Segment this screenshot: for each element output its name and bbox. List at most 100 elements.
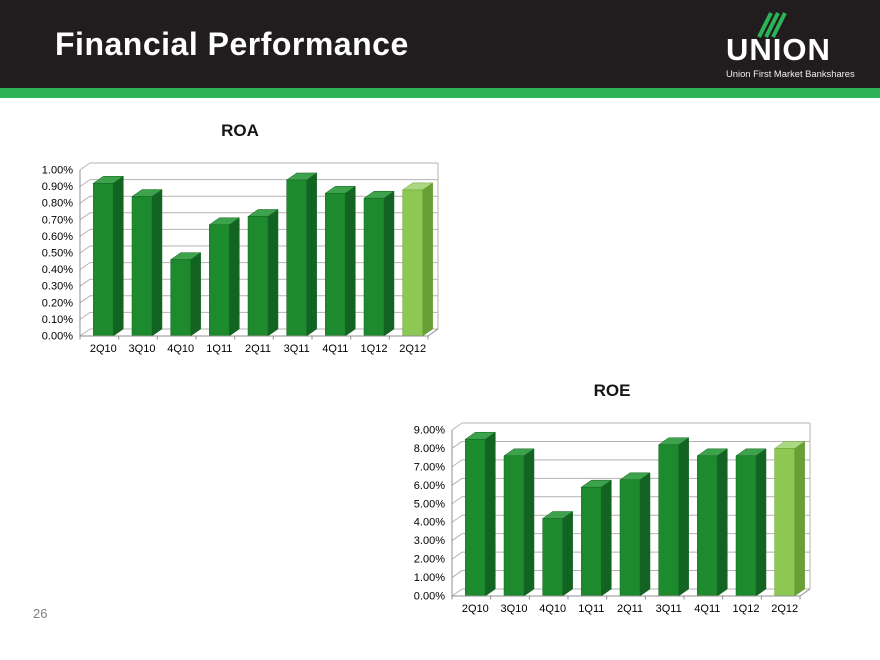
x-axis-category-label: 3Q11 — [284, 343, 310, 355]
bar-front-face — [247, 216, 269, 337]
bar-3Q11 — [285, 172, 318, 337]
bar-side-face — [601, 479, 612, 597]
bar-1Q11 — [580, 479, 613, 597]
x-axis-category-label: 3Q11 — [656, 603, 682, 615]
bar-side-face — [151, 189, 163, 337]
x-axis-category-label: 1Q12 — [361, 343, 388, 355]
y-axis-tick-label: 0.50% — [42, 248, 73, 260]
gridline-connector — [79, 195, 91, 204]
bar-front-face — [735, 455, 757, 597]
bar-1Q12 — [363, 190, 395, 337]
bar-front-face — [658, 444, 679, 597]
bar-front-face — [286, 179, 307, 337]
gridline-connector — [79, 328, 91, 337]
y-axis-tick-label: 3.00% — [414, 535, 445, 547]
gridline-connector — [79, 228, 91, 237]
bar-front-face — [503, 455, 525, 597]
y-axis-tick-label: 4.00% — [414, 517, 445, 529]
y-axis-tick-label: 0.20% — [42, 297, 73, 309]
y-axis-tick-label: 2.00% — [414, 554, 445, 566]
y-axis-tick-label: 0.90% — [42, 181, 73, 193]
bar-4Q10 — [169, 252, 202, 337]
bar-2Q10 — [92, 175, 125, 337]
x-axis-category-label: 4Q11 — [322, 343, 348, 355]
bar-side-face — [267, 208, 279, 337]
y-axis-tick-label: 0.00% — [414, 591, 445, 603]
bar-3Q11 — [657, 437, 690, 597]
x-axis-category-label: 2Q12 — [399, 343, 426, 355]
bar-front-face — [363, 197, 385, 337]
bar-front-face — [619, 479, 641, 597]
bar-4Q11 — [696, 448, 729, 597]
roe-chart-canvas: 0.00% 1.00% 2.00% 3.00% 4.00% 5.00% 6.00% 7.00%… — [414, 422, 811, 615]
bar-4Q10 — [541, 511, 574, 597]
x-axis-category-label: 3Q10 — [501, 603, 528, 615]
gridline-connector — [451, 459, 463, 468]
gridline-connector — [79, 262, 91, 271]
y-axis-tick-label: 5.00% — [414, 498, 445, 510]
x-axis-category-label: 2Q10 — [462, 603, 489, 615]
bar-front-face — [93, 183, 114, 337]
gridline-connector — [79, 278, 91, 287]
green-divider — [0, 88, 880, 98]
bar-side-face — [755, 448, 767, 597]
gridline-connector — [451, 514, 463, 523]
bar-side-face — [794, 440, 805, 597]
y-axis-tick-label: 6.00% — [414, 480, 445, 492]
logo-tagline: Union First Market Bankshares — [726, 68, 855, 79]
y-axis-tick-label: 0.40% — [42, 264, 73, 276]
x-axis-category-label: 2Q12 — [771, 603, 798, 615]
bar-side-face — [562, 511, 573, 597]
x-axis-category-label: 4Q11 — [694, 603, 720, 615]
logo-stripes-icon — [757, 12, 787, 38]
y-axis-tick-label: 0.00% — [42, 331, 73, 343]
bar-front-face — [774, 448, 795, 597]
roe-chart-title: ROE — [593, 381, 631, 400]
x-axis-category-label: 3Q10 — [129, 343, 156, 355]
gridline-connector — [451, 496, 463, 505]
bar-front-face — [465, 438, 486, 597]
slide-title: Financial Performance — [55, 26, 409, 62]
x-axis-category-label: 4Q10 — [539, 603, 566, 615]
bar-4Q11 — [324, 185, 357, 337]
bar-2Q11 — [247, 208, 279, 337]
bar-side-face — [190, 252, 201, 337]
bar-side-face — [113, 175, 124, 337]
union-logo: UNION Union First Market Bankshares — [726, 12, 858, 82]
bar-3Q10 — [131, 189, 163, 337]
bar-2Q12 — [401, 182, 434, 337]
bar-front-face — [542, 518, 563, 597]
gridline-connector — [451, 533, 463, 542]
gridline-connector — [451, 588, 463, 597]
bar-side-face — [523, 448, 535, 597]
gridline-connector — [79, 179, 91, 188]
x-axis-category-label: 4Q10 — [167, 343, 194, 355]
y-axis-tick-label: 8.00% — [414, 443, 445, 455]
gridline-connector — [79, 162, 91, 171]
y-axis-tick-label: 9.00% — [414, 425, 445, 437]
slide-header: Financial Performance UNION Union First … — [0, 0, 880, 88]
bar-2Q11 — [619, 472, 651, 597]
y-axis-tick-label: 0.10% — [42, 314, 73, 326]
bar-front-face — [697, 455, 718, 597]
bar-2Q10 — [464, 431, 497, 597]
roa-chart-title: ROA — [221, 121, 259, 140]
gridline-connector — [451, 441, 463, 449]
logo-name: UNION — [726, 32, 831, 67]
bar-2Q12 — [773, 440, 806, 597]
gridline-connector — [451, 570, 463, 578]
gridline-connector — [79, 295, 91, 304]
bar-side-face — [306, 172, 317, 337]
bar-side-face — [678, 437, 689, 597]
bar-3Q10 — [503, 448, 535, 597]
gridline-connector — [79, 311, 91, 320]
x-axis-category-label: 1Q11 — [578, 603, 604, 615]
gridline-connector — [451, 477, 463, 486]
floor-corner-edge — [427, 328, 439, 337]
floor-corner-edge — [799, 588, 811, 597]
x-axis-category-label: 1Q12 — [733, 603, 760, 615]
gridline-connector — [451, 422, 463, 431]
roa-chart-canvas: 0.00% 0.10% 0.20% 0.30% 0.40% 0.50% 0.60% 0.70%… — [42, 162, 439, 355]
y-axis-tick-label: 1.00% — [42, 165, 73, 177]
